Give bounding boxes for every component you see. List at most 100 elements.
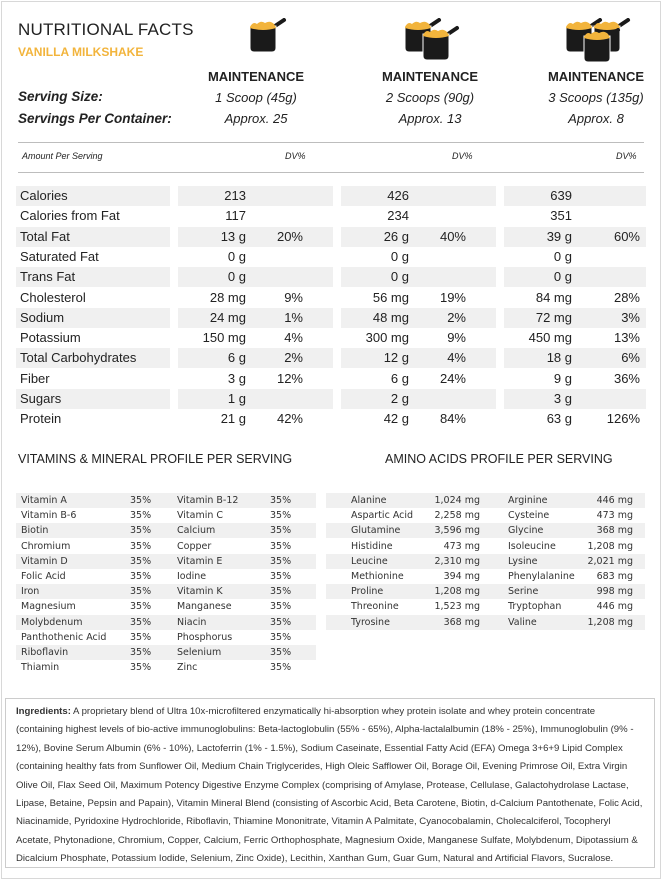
nutrient-name: Trans Fat xyxy=(16,267,170,288)
nutrient-cell: 0 g xyxy=(341,247,496,267)
serving-size-value: 2 Scoops (90g) xyxy=(385,90,475,105)
nutrient-amount: 426 xyxy=(387,188,409,203)
vitamin-dv: 35% xyxy=(270,662,292,674)
vitamin-dv: 35% xyxy=(130,495,152,506)
nutrient-cell: 21 g 42% xyxy=(178,409,333,429)
nutrient-dv: 4% xyxy=(284,330,303,346)
amino-name: Valine xyxy=(508,616,537,628)
nutrient-dv: 42% xyxy=(276,411,303,427)
nutrient-name: Calories xyxy=(16,186,170,206)
nutrient-cell: 0 g xyxy=(178,267,333,288)
nutrient-cell: 2 g xyxy=(341,389,496,409)
amino-row: Alanine 1,024 mg Arginine 446 mg xyxy=(326,493,645,508)
amino-name: Histidine xyxy=(351,540,393,552)
vitamin-row: Iron 35% Vitamin K 35% xyxy=(16,584,316,600)
nutrient-amount: 21 g xyxy=(220,411,246,427)
vitamin-name: Riboflavin xyxy=(21,647,69,658)
servings-value: Approx. 13 xyxy=(398,111,462,126)
nutrient-row: Potassium 150 mg 4% 300 mg 9% 450 mg 13% xyxy=(16,328,646,348)
amino-name: Serine xyxy=(508,586,539,598)
vitamin-dv: 35% xyxy=(130,510,152,522)
amino-amount: 473 mg xyxy=(596,510,633,522)
nutrient-dv: 3% xyxy=(621,309,640,325)
nutrient-cell: 117 xyxy=(178,206,333,226)
nutrient-cell: 0 g xyxy=(504,267,646,288)
vitamin-dv: 35% xyxy=(130,555,152,567)
amino-row: Tyrosine 368 mg Valine 1,208 mg xyxy=(326,614,645,630)
nutrient-cell: 12 g 4% xyxy=(341,348,496,369)
nutrient-dv: 6% xyxy=(621,350,640,366)
nutrient-name: Potassium xyxy=(20,330,81,346)
nutrient-amount: 12 g xyxy=(383,350,409,366)
divider xyxy=(18,142,644,143)
amino-amount: 683 mg xyxy=(596,571,633,582)
vitamin-name: Vitamin K xyxy=(177,586,223,598)
nutrient-name: Sugars xyxy=(16,389,170,409)
amino-amount: 446 mg xyxy=(596,601,633,613)
amino-amount: 1,024 mg xyxy=(434,495,480,506)
vitamin-dv: 35% xyxy=(130,525,152,537)
vitamin-dv: 35% xyxy=(130,586,152,598)
nutrient-cell: 13 g 20% xyxy=(178,226,333,247)
serving-size-label: Serving Size: xyxy=(18,89,103,104)
nutrient-amount: 450 mg xyxy=(528,330,572,346)
nutrient-dv: 36% xyxy=(613,370,640,386)
vitamin-dv: 35% xyxy=(270,495,292,506)
vitamin-dv: 35% xyxy=(130,601,152,613)
nutrient-dv: 13% xyxy=(613,330,640,346)
flavor-name: VANILLA MILKSHAKE xyxy=(18,45,144,59)
vitamin-name: Biotin xyxy=(21,525,49,537)
nutrient-dv: 2% xyxy=(447,309,466,325)
nutrient-dv: 20% xyxy=(276,228,303,244)
vitamin-row: Vitamin B-6 35% Vitamin C 35% xyxy=(16,508,316,523)
nutrient-cell: 3 g 12% xyxy=(178,369,333,389)
vitamin-name: Iodine xyxy=(177,571,207,582)
servings-value: Approx. 8 xyxy=(568,111,624,126)
vitamin-name: Vitamin B-12 xyxy=(177,495,239,506)
nutrient-amount: 28 mg xyxy=(209,289,246,305)
nutrient-amount: 300 mg xyxy=(365,330,409,346)
vitamin-name: Vitamin E xyxy=(177,555,223,567)
nutrient-cell: 426 xyxy=(341,186,496,206)
nutrient-amount: 351 xyxy=(550,208,572,224)
vitamin-name: Manganese xyxy=(177,601,232,613)
vitamin-row: Biotin 35% Calcium 35% xyxy=(16,523,316,539)
nutrient-cell: 3 g xyxy=(504,389,646,409)
nutrient-amount: 9 g xyxy=(553,370,572,386)
amino-name: Glutamine xyxy=(351,525,401,537)
divider xyxy=(18,172,644,173)
amino-amount: 1,208 mg xyxy=(434,586,480,598)
serving-size-value: 1 Scoop (45g) xyxy=(215,90,297,105)
amino-amount: 446 mg xyxy=(596,495,633,506)
nutrient-row: Total Fat 13 g 20% 26 g 40% 39 g 60% xyxy=(16,226,646,247)
nutrient-amount: 117 xyxy=(225,208,246,224)
nutrient-dv: 40% xyxy=(439,228,466,244)
nutrient-amount: 56 mg xyxy=(372,289,409,305)
vitamin-name: Calcium xyxy=(177,525,216,537)
nutrient-name: Sodium xyxy=(16,307,170,328)
nutrient-cell: 28 mg 9% xyxy=(178,288,333,308)
nutrient-dv: 28% xyxy=(613,289,640,305)
nutrient-amount: 0 g xyxy=(227,248,246,264)
dv-header: DV% xyxy=(285,151,306,161)
ingredients-box: Ingredients: A proprietary blend of Ultr… xyxy=(5,698,655,868)
vitamin-dv: 35% xyxy=(270,555,292,567)
nutrient-row: Fiber 3 g 12% 6 g 24% 9 g 36% xyxy=(16,369,646,389)
amino-amount: 473 mg xyxy=(443,540,480,552)
nutrient-amount: 63 g xyxy=(546,411,572,427)
servings-per-container-label: Servings Per Container: xyxy=(18,111,172,126)
nutrient-cell: 234 xyxy=(341,206,496,226)
amino-row: Glutamine 3,596 mg Glycine 368 mg xyxy=(326,523,645,539)
vitamin-dv: 35% xyxy=(130,540,152,552)
nutrient-cell: 150 mg 4% xyxy=(178,328,333,348)
amino-amount: 2,021 mg xyxy=(587,555,633,567)
nutrient-dv: 126% xyxy=(606,411,640,427)
vitamin-dv: 35% xyxy=(270,510,292,522)
servings-value: Approx. 25 xyxy=(224,111,288,126)
amino-amount: 368 mg xyxy=(596,525,633,537)
amino-row: Methionine 394 mg Phenylalanine 683 mg xyxy=(326,569,645,584)
nutrient-amount: 39 g xyxy=(546,228,572,244)
amino-name: Leucine xyxy=(351,555,388,567)
vitamin-name: Chromium xyxy=(21,540,71,552)
vitamin-dv: 35% xyxy=(270,616,292,628)
